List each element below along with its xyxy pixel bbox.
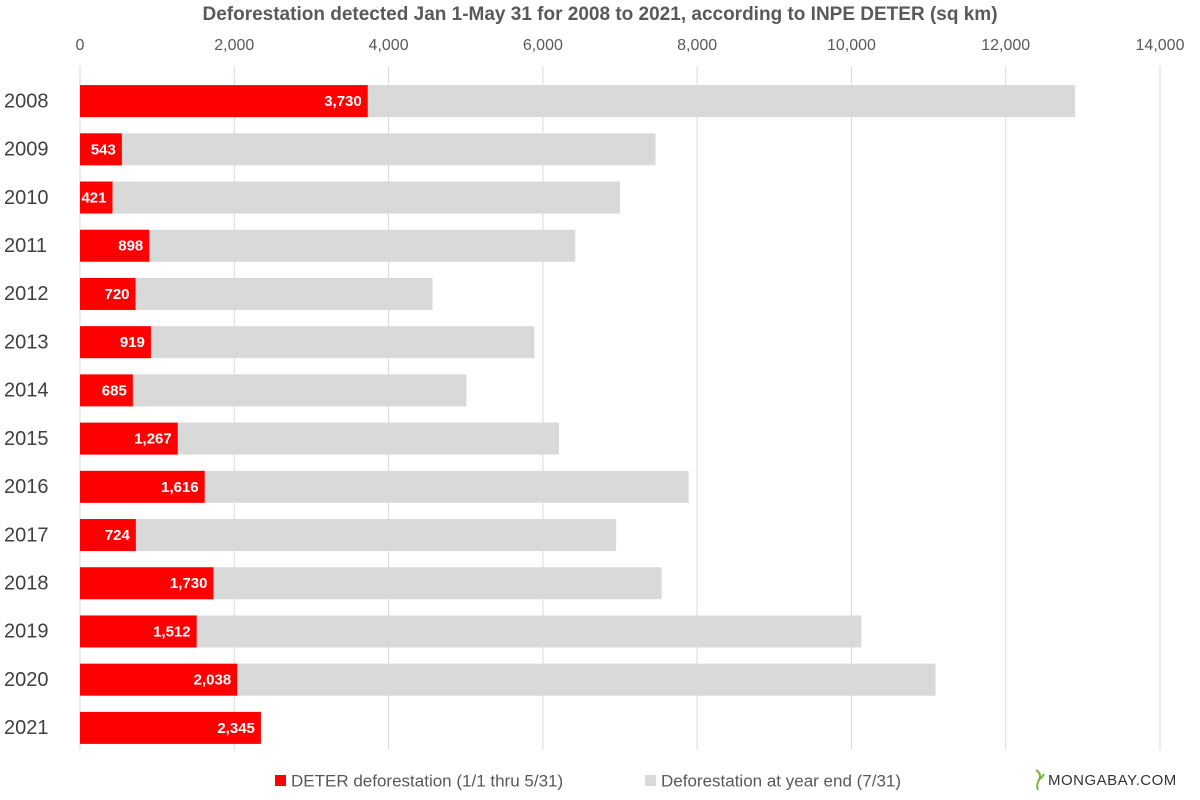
y-tick-label: 2008 xyxy=(4,90,49,112)
bar xyxy=(80,374,467,407)
y-tick-label: 2016 xyxy=(4,476,49,498)
bar xyxy=(80,663,238,696)
bar xyxy=(80,326,151,359)
value-label: 919 xyxy=(120,334,145,351)
y-tick-label: 2017 xyxy=(4,524,49,546)
bar xyxy=(80,133,656,166)
x-tick-label: 14,000 xyxy=(1136,37,1185,54)
bar xyxy=(80,519,136,552)
value-label: 2,038 xyxy=(194,672,232,689)
bar xyxy=(80,519,617,552)
legend-swatch xyxy=(645,775,656,786)
bar xyxy=(80,277,433,310)
value-label: 2,345 xyxy=(217,720,255,737)
value-label: 421 xyxy=(81,190,106,207)
x-tick-label: 6,000 xyxy=(523,37,563,54)
x-tick-label: 12,000 xyxy=(981,37,1030,54)
brand-logo xyxy=(1035,769,1045,791)
legend-label: Deforestation at year end (7/31) xyxy=(661,771,901,790)
bar xyxy=(80,567,214,600)
y-tick-label: 2010 xyxy=(4,187,49,209)
x-tick-label: 4,000 xyxy=(369,37,409,54)
x-tick-label: 2,000 xyxy=(214,37,254,54)
x-tick-label: 10,000 xyxy=(827,37,876,54)
x-tick-label: 8,000 xyxy=(677,37,717,54)
value-label: 1,512 xyxy=(153,623,191,640)
bar xyxy=(80,181,113,214)
value-label: 898 xyxy=(118,238,143,255)
y-tick-label: 2012 xyxy=(4,283,49,305)
bar xyxy=(80,229,150,262)
x-tick-label: 0 xyxy=(76,37,85,54)
bar xyxy=(80,229,576,262)
bar xyxy=(80,615,197,648)
bar xyxy=(80,374,133,407)
chart-title: Deforestation detected Jan 1-May 31 for … xyxy=(202,4,997,25)
y-tick-label: 2018 xyxy=(4,573,49,595)
y-tick-label: 2013 xyxy=(4,331,49,353)
value-label: 720 xyxy=(105,286,130,303)
y-tick-label: 2009 xyxy=(4,139,49,161)
bar xyxy=(80,422,178,455)
y-tick-label: 2011 xyxy=(4,235,47,257)
bar xyxy=(80,326,535,359)
bar xyxy=(80,85,368,118)
y-tick-label: 2015 xyxy=(4,428,49,450)
bar xyxy=(80,470,205,503)
bar xyxy=(80,711,261,744)
bar xyxy=(80,133,122,166)
value-label: 1,267 xyxy=(134,431,172,448)
y-tick-label: 2021 xyxy=(4,717,49,739)
legend-label: DETER deforestation (1/1 thru 5/31) xyxy=(291,771,563,790)
bar xyxy=(80,615,862,648)
y-tick-label: 2014 xyxy=(4,380,49,402)
value-label: 1,730 xyxy=(170,575,208,592)
value-label: 685 xyxy=(102,382,127,399)
value-label: 724 xyxy=(105,527,131,544)
y-tick-label: 2019 xyxy=(4,621,49,643)
value-label: 543 xyxy=(91,141,116,158)
y-tick-label: 2020 xyxy=(4,669,49,691)
value-label: 1,616 xyxy=(161,479,199,496)
source-brand: MONGABAY.COM xyxy=(1048,772,1177,789)
bar xyxy=(80,277,136,310)
bar xyxy=(80,181,620,214)
value-label: 3,730 xyxy=(324,93,362,110)
legend-swatch xyxy=(275,775,286,786)
logo-icon xyxy=(1035,769,1045,791)
